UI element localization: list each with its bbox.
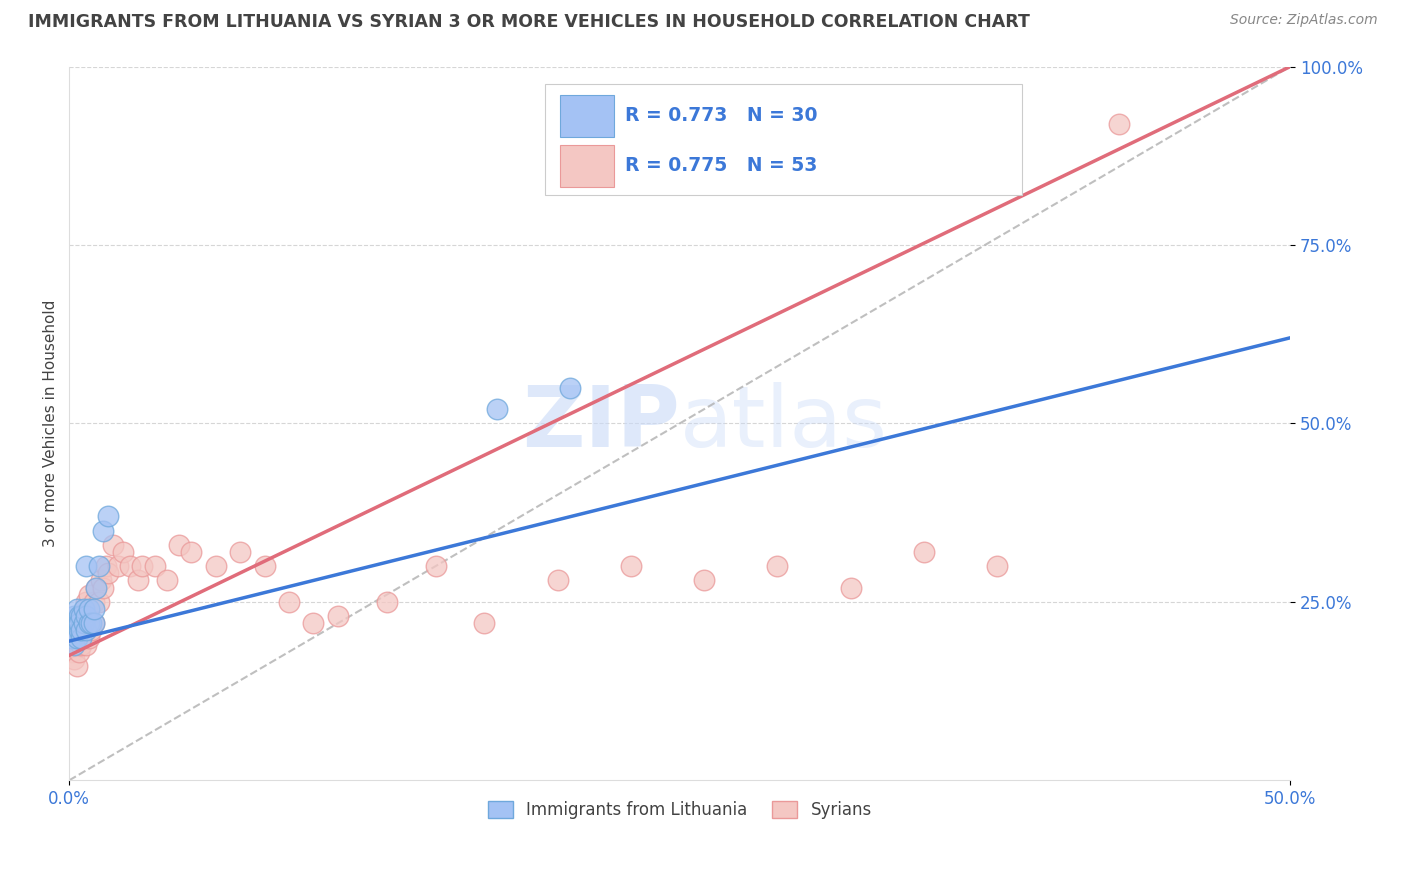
Point [70, 624, 93, 638]
Point [65, 638, 87, 652]
Point [77, 616, 100, 631]
Point [77, 631, 100, 645]
Point [93, 581, 115, 595]
FancyBboxPatch shape [546, 85, 1022, 195]
Point [80, 624, 103, 638]
Point [83, 602, 105, 616]
Point [111, 545, 134, 559]
Point [65, 659, 87, 673]
Point [75, 559, 97, 574]
Point [60, 631, 83, 645]
Point [63, 609, 86, 624]
Point [425, 559, 447, 574]
Point [131, 559, 153, 574]
Point [63, 652, 86, 666]
Point [84, 581, 107, 595]
Point [83, 616, 105, 631]
Point [73, 602, 96, 616]
Point [67, 609, 90, 624]
Point [70, 609, 93, 624]
Point [77, 588, 100, 602]
Y-axis label: 3 or more Vehicles in Household: 3 or more Vehicles in Household [44, 300, 58, 547]
Point [75, 609, 97, 624]
Point [204, 559, 226, 574]
Text: R = 0.773   N = 30: R = 0.773 N = 30 [624, 105, 817, 125]
Point [67, 645, 90, 659]
Point [94, 559, 117, 574]
Text: R = 0.775   N = 53: R = 0.775 N = 53 [624, 155, 817, 175]
Point [93, 524, 115, 538]
Point [912, 545, 935, 559]
Point [167, 538, 190, 552]
Point [70, 631, 93, 645]
Point [75, 595, 97, 609]
Point [67, 616, 90, 631]
Point [67, 624, 90, 638]
Point [253, 559, 276, 574]
Point [103, 538, 125, 552]
Point [63, 638, 86, 652]
Point [693, 574, 716, 588]
Point [60, 631, 83, 645]
Point [73, 609, 96, 624]
Text: Source: ZipAtlas.com: Source: ZipAtlas.com [1230, 13, 1378, 28]
Point [180, 545, 202, 559]
Point [90, 574, 112, 588]
Point [97, 566, 120, 581]
Point [60, 616, 83, 631]
Point [65, 624, 87, 638]
Point [375, 595, 398, 609]
Point [143, 559, 166, 574]
Point [70, 616, 93, 631]
Point [326, 609, 349, 624]
Point [84, 581, 107, 595]
Point [485, 402, 508, 417]
Legend: Immigrants from Lithuania, Syrians: Immigrants from Lithuania, Syrians [481, 794, 879, 825]
Point [302, 616, 325, 631]
Point [156, 574, 179, 588]
Point [65, 602, 87, 616]
FancyBboxPatch shape [560, 95, 614, 136]
Point [67, 616, 90, 631]
Point [63, 624, 86, 638]
Point [80, 616, 103, 631]
Point [70, 638, 93, 652]
Point [75, 638, 97, 652]
Point [73, 631, 96, 645]
Point [87, 559, 110, 574]
Text: IMMIGRANTS FROM LITHUANIA VS SYRIAN 3 OR MORE VEHICLES IN HOUSEHOLD CORRELATION : IMMIGRANTS FROM LITHUANIA VS SYRIAN 3 OR… [28, 13, 1031, 31]
Point [986, 559, 1008, 574]
Text: ZIP: ZIP [522, 382, 679, 465]
Text: atlas: atlas [679, 382, 887, 465]
Point [65, 631, 87, 645]
Point [547, 574, 569, 588]
Point [1108, 117, 1130, 131]
Point [75, 624, 97, 638]
Point [97, 509, 120, 524]
Point [120, 559, 142, 574]
Point [472, 616, 495, 631]
Point [60, 645, 83, 659]
Point [63, 616, 86, 631]
Point [229, 545, 252, 559]
Point [278, 595, 301, 609]
Point [73, 616, 96, 631]
Point [83, 616, 105, 631]
Point [839, 581, 862, 595]
Point [77, 602, 100, 616]
Point [107, 559, 129, 574]
Point [766, 559, 789, 574]
Point [65, 616, 87, 631]
Point [620, 559, 643, 574]
Point [87, 595, 110, 609]
FancyBboxPatch shape [560, 145, 614, 186]
Point [558, 381, 581, 395]
Point [83, 595, 105, 609]
Point [127, 574, 149, 588]
